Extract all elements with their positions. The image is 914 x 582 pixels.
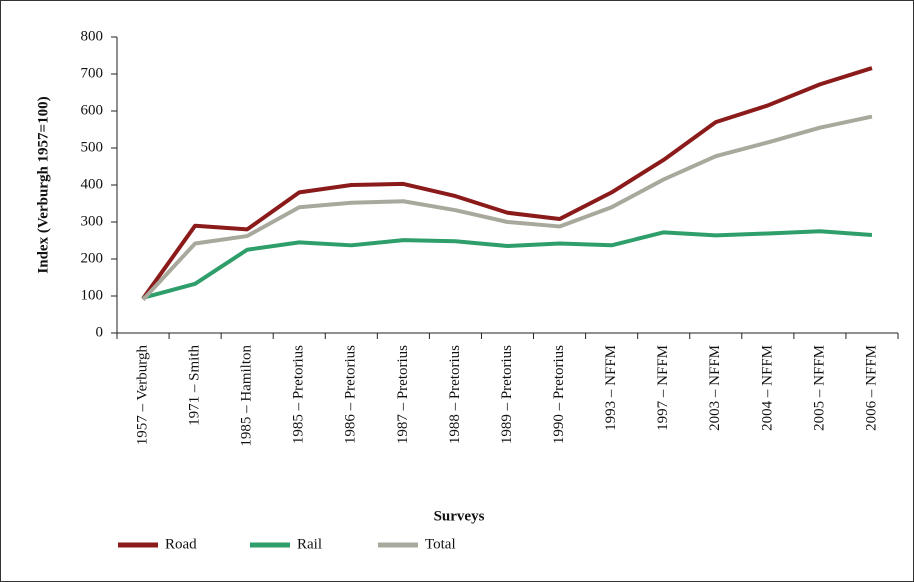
y-tick-label: 500 [81,139,104,155]
y-axis-title: Index (Verburgh 1957=100) [35,96,51,273]
x-tick-label: 2006 – NFFM [863,345,879,431]
series-line [141,114,873,302]
y-tick-label: 400 [81,176,104,192]
x-tick-label: 1993 – NFFM [603,345,619,431]
x-tick-label: 1990 – Pretorius [551,345,567,444]
legend-label: Rail [297,536,322,552]
series-line [141,66,873,300]
legend-label: Road [165,536,197,552]
x-tick-label: 2005 – NFFM [811,345,827,431]
x-tick-label: 1989 – Pretorius [499,345,515,444]
x-tick-label: 1987 – Pretorius [395,345,411,444]
y-tick-label: 600 [81,102,104,118]
legend-label: Total [425,536,456,552]
y-tick-label: 200 [81,250,104,266]
x-tick-label: 2003 – NFFM [707,345,723,431]
x-tick-label: 1985 – Pretorius [291,345,307,444]
x-tick-label: 1997 – NFFM [655,345,671,431]
x-tick-label: 2004 – NFFM [759,345,775,431]
x-tick-label: 1971 – Smith [187,345,203,426]
y-tick-label: 700 [81,65,104,81]
y-tick-label: 800 [81,28,104,44]
x-tick-label: 1957 – Verburgh [134,345,150,446]
y-tick-label: 300 [81,213,104,229]
y-tick-label: 0 [96,324,104,340]
x-axis-title: Surveys [434,508,485,524]
y-tick-label: 100 [81,287,104,303]
series-line [142,229,873,300]
x-tick-label: 1988 – Pretorius [447,345,463,444]
x-tick-label: 1985 – Hamilton [239,345,255,447]
x-tick-label: 1986 – Pretorius [343,345,359,444]
